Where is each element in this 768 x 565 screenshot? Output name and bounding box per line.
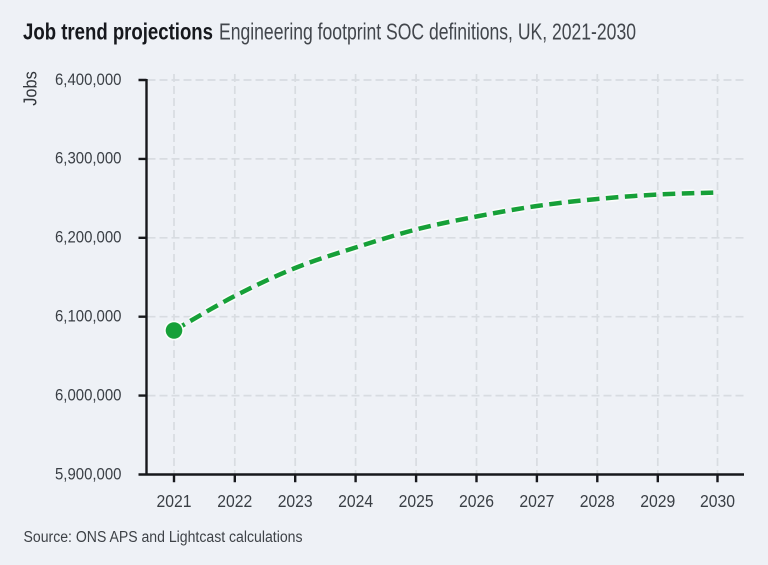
svg-text:2030: 2030: [700, 491, 735, 511]
svg-text:2023: 2023: [278, 491, 313, 511]
svg-text:5,900,000: 5,900,000: [55, 464, 122, 483]
svg-text:2027: 2027: [519, 491, 554, 511]
svg-text:Jobs: Jobs: [21, 71, 41, 106]
svg-text:2022: 2022: [217, 491, 252, 511]
svg-text:2029: 2029: [640, 491, 675, 511]
svg-text:2026: 2026: [459, 491, 494, 511]
svg-text:2025: 2025: [399, 491, 434, 511]
svg-text:6,300,000: 6,300,000: [55, 149, 122, 168]
svg-text:2028: 2028: [580, 491, 615, 511]
svg-text:6,200,000: 6,200,000: [55, 228, 122, 247]
svg-text:2024: 2024: [338, 491, 373, 511]
svg-text:6,400,000: 6,400,000: [55, 70, 122, 89]
svg-text:2021: 2021: [157, 491, 192, 511]
svg-text:Source: ONS APS and Lightcast: Source: ONS APS and Lightcast calculatio…: [24, 529, 303, 546]
svg-text:Job trend projections: Job trend projections: [23, 18, 213, 44]
svg-text:6,100,000: 6,100,000: [55, 307, 122, 326]
svg-text:Engineering footprint SOC defi: Engineering footprint SOC definitions, U…: [219, 18, 636, 44]
svg-text:6,000,000: 6,000,000: [55, 385, 122, 404]
